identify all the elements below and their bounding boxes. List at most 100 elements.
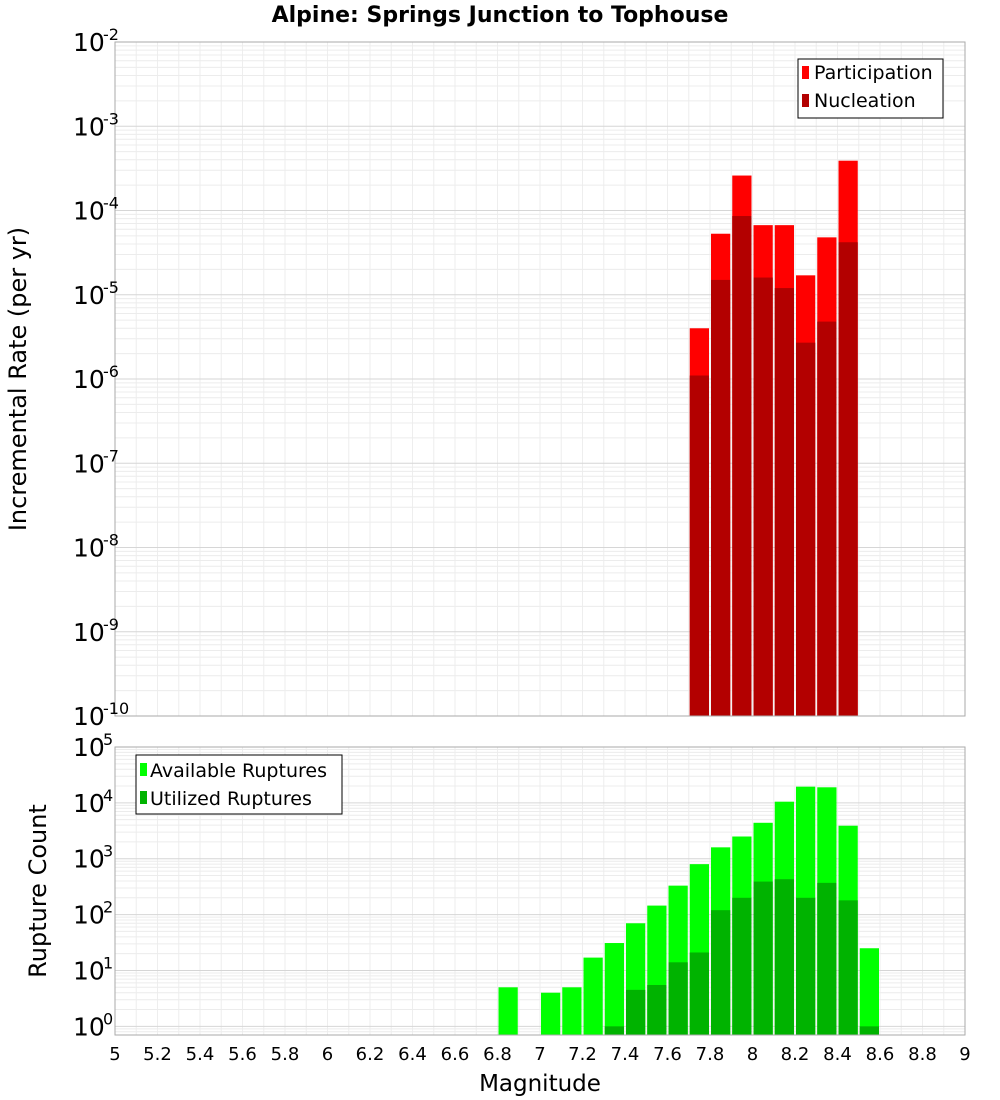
y-tick-label: 10 [73, 618, 105, 647]
x-tick-label: 7 [534, 1044, 545, 1065]
y-tick-label: 10 [73, 733, 105, 762]
bar-utilized-ruptures [838, 900, 858, 1035]
bar-utilized-ruptures [604, 1026, 624, 1035]
bar-available-ruptures [541, 992, 561, 1035]
legend-swatch-nucleation [802, 94, 809, 107]
y-tick-label: 10 [73, 901, 105, 930]
top-legend-box [797, 58, 944, 119]
x-tick-label: 7.6 [653, 1044, 682, 1065]
y-tick-exponent: -3 [103, 109, 119, 128]
bar-nucleation [732, 216, 752, 717]
legend-swatch-participation [802, 66, 809, 79]
bar-nucleation [817, 321, 837, 716]
x-tick-label: 5.4 [186, 1044, 215, 1065]
y-tick-exponent: -2 [103, 25, 119, 44]
legend-swatch-available [140, 763, 147, 776]
bar-available-ruptures [562, 987, 582, 1035]
x-tick-label: 7.2 [568, 1044, 597, 1065]
y-tick-exponent: -4 [103, 194, 119, 213]
y-tick-exponent: -8 [103, 531, 119, 550]
bottom-x-ticks: 5 5.2 5.4 5.6 5.8 6 6.2 6.4 6.6 6.8 7 7.2 7.4 7.6 7.8 8… [109, 1044, 970, 1065]
bar-utilized-ruptures [732, 897, 752, 1035]
legend-label-participation: Participation [814, 62, 933, 84]
bar-utilized-ruptures [817, 882, 837, 1035]
top-plot-frame [114, 41, 966, 717]
top-bars [689, 160, 858, 717]
y-tick-label: 10 [73, 365, 105, 394]
y-tick-exponent: 5 [103, 730, 113, 749]
x-tick-label: 8.6 [866, 1044, 895, 1065]
bottom-legend: Available Ruptures Utilized Ruptures [135, 754, 343, 815]
y-tick-exponent: 1 [103, 953, 113, 972]
legend-swatch-utilized [140, 791, 147, 804]
bar-utilized-ruptures [774, 879, 794, 1035]
bottom-plot-frame [114, 746, 966, 1036]
y-tick-exponent: 0 [103, 1009, 113, 1028]
bottom-legend-box [135, 754, 343, 815]
bar-nucleation [774, 288, 794, 716]
y-tick-exponent: -5 [103, 278, 119, 297]
y-tick-label: 10 [73, 702, 105, 731]
bar-available-ruptures [604, 943, 624, 1035]
x-tick-label: 8 [747, 1044, 758, 1065]
y-tick-exponent: 3 [103, 842, 113, 861]
y-tick-exponent: 4 [103, 786, 113, 805]
top-y-axis-label: Incremental Rate (per yr) [4, 227, 32, 531]
bar-nucleation [838, 242, 858, 716]
y-tick-label: 10 [73, 28, 105, 57]
y-tick-label: 10 [73, 534, 105, 563]
x-tick-label: 6.2 [356, 1044, 385, 1065]
bottom-y-axis-label: Rupture Count [24, 804, 52, 978]
bottom-bars [498, 786, 879, 1035]
x-tick-label: 7.8 [696, 1044, 725, 1065]
bar-available-ruptures [583, 957, 603, 1035]
x-tick-label: 6.4 [398, 1044, 427, 1065]
y-tick-label: 10 [73, 449, 105, 478]
x-tick-label: 8.4 [823, 1044, 852, 1065]
legend-label-nucleation: Nucleation [814, 90, 916, 112]
x-tick-label: 5.8 [271, 1044, 300, 1065]
bar-available-ruptures [498, 987, 518, 1035]
y-tick-label: 10 [73, 197, 105, 226]
x-tick-label: 5 [109, 1044, 120, 1065]
bar-utilized-ruptures [647, 984, 667, 1035]
x-tick-label: 7.4 [611, 1044, 640, 1065]
y-tick-exponent: -9 [103, 615, 119, 634]
x-tick-label: 6.8 [483, 1044, 512, 1065]
top-grid [114, 42, 966, 717]
x-tick-label: 6 [322, 1044, 333, 1065]
x-tick-label: 5.6 [228, 1044, 257, 1065]
bar-nucleation [689, 375, 709, 716]
bar-utilized-ruptures [859, 1026, 879, 1035]
legend-label-utilized: Utilized Ruptures [150, 788, 312, 810]
y-tick-exponent: -6 [103, 362, 119, 381]
y-tick-exponent: -7 [103, 446, 119, 465]
bar-utilized-ruptures [711, 910, 731, 1035]
chart-title: Alpine: Springs Junction to Tophouse [272, 3, 729, 28]
bar-utilized-ruptures [753, 881, 773, 1035]
y-tick-label: 10 [73, 845, 105, 874]
x-tick-label: 9 [959, 1044, 970, 1065]
y-tick-label: 10 [73, 956, 105, 985]
bar-nucleation [711, 279, 731, 716]
y-tick-exponent: 2 [103, 898, 113, 917]
bar-nucleation [753, 277, 773, 716]
bar-nucleation [796, 342, 816, 716]
y-tick-label: 10 [73, 1012, 105, 1041]
legend-label-available: Available Ruptures [150, 760, 327, 782]
x-tick-label: 6.6 [441, 1044, 470, 1065]
bar-utilized-ruptures [668, 962, 688, 1035]
top-legend: Participation Nucleation [797, 58, 944, 119]
y-tick-label: 10 [73, 281, 105, 310]
bar-utilized-ruptures [689, 952, 709, 1035]
x-tick-label: 8.8 [908, 1044, 937, 1065]
x-tick-label: 8.2 [781, 1044, 810, 1065]
y-tick-label: 10 [73, 112, 105, 141]
y-tick-exponent: -10 [103, 699, 129, 718]
x-tick-label: 5.2 [143, 1044, 172, 1065]
y-tick-label: 10 [73, 789, 105, 818]
